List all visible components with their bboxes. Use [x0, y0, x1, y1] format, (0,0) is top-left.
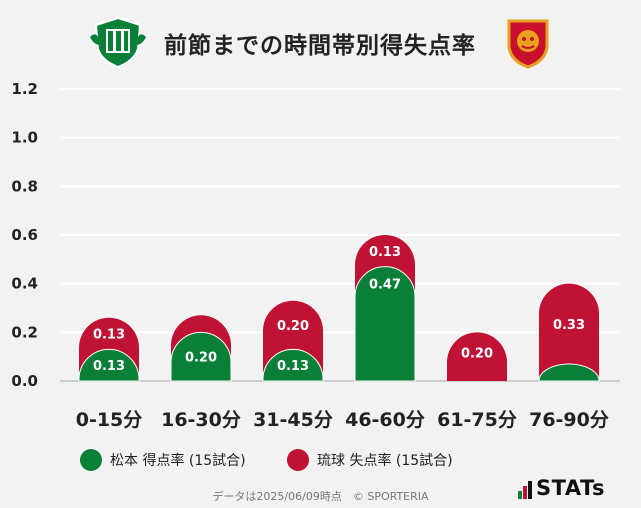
footer-note: データは2025/06/09時点 © SPORTERIA [212, 490, 429, 503]
bar-segment-matsumoto [262, 348, 324, 382]
bar-segment-matsumoto [538, 363, 600, 382]
y-tick-label: 0.4 [11, 275, 38, 293]
data-label-ryukyu: 0.20 [277, 319, 309, 334]
x-category-label: 31-45分 [253, 409, 333, 431]
legend-item-matsumoto: 松本 得点率 (15試合) [80, 449, 246, 471]
data-label-matsumoto: 0.13 [93, 359, 125, 374]
data-label-ryukyu: 0.13 [369, 245, 401, 260]
y-tick-label: 0.6 [11, 226, 38, 244]
legend-label: 琉球 失点率 (15試合) [317, 453, 453, 469]
stats-logo-text: STATs [536, 476, 605, 500]
y-tick-label: 0.0 [11, 372, 38, 390]
x-category-label: 16-30分 [161, 409, 241, 431]
stats-logo: STATs [518, 478, 605, 499]
legend-swatch-green [80, 449, 102, 471]
bar-segment-ryukyu [447, 332, 507, 381]
legend-label: 松本 得点率 (15試合) [110, 453, 246, 469]
x-category-label: 61-75分 [437, 409, 517, 431]
data-label-matsumoto: 0.20 [185, 351, 217, 366]
y-tick-label: 1.2 [11, 80, 38, 98]
y-tick-label: 1.0 [11, 129, 38, 147]
stats-bars-icon [518, 481, 532, 499]
legend-swatch-red [287, 449, 309, 471]
ryukyu-crest-icon [507, 19, 549, 69]
bar-segment-matsumoto [354, 266, 416, 382]
data-label-matsumoto: 0.47 [369, 278, 401, 293]
x-category-label: 76-90分 [529, 409, 609, 431]
y-tick-label: 0.2 [11, 323, 38, 341]
legend-item-ryukyu: 琉球 失点率 (15試合) [287, 449, 453, 471]
bar-segment-matsumoto [170, 331, 232, 382]
y-tick-label: 0.8 [11, 177, 38, 195]
data-label-ryukyu: 0.13 [93, 328, 125, 343]
data-label-matsumoto: 0.13 [277, 359, 309, 374]
bar-chart: 0.0 0.2 0.4 0.6 0.8 1.0 1.2 0.13 0.13 0-15分 0.20 16… [11, 80, 620, 431]
data-label-ryukyu: 0.33 [553, 318, 585, 333]
data-label-ryukyu: 0.20 [461, 346, 493, 361]
x-category-label: 0-15分 [76, 409, 143, 431]
x-category-label: 46-60分 [345, 409, 425, 431]
bar-segment-ryukyu [539, 283, 599, 381]
bar-segment-matsumoto [78, 348, 140, 382]
chart-title: 前節までの時間帯別得失点率 [164, 33, 476, 59]
matsumoto-crest-icon [90, 16, 146, 69]
